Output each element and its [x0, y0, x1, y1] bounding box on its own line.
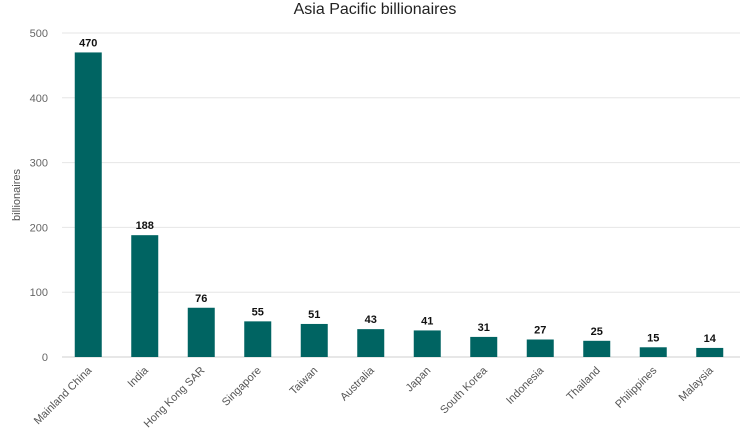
- bar-8: [526, 339, 554, 357]
- data-label-7: 31: [478, 322, 490, 334]
- x-tick-label-3: Singapore: [220, 365, 264, 409]
- bar-4: [300, 323, 328, 357]
- bar-11: [696, 347, 724, 357]
- bar-3: [244, 321, 272, 357]
- bar-7: [470, 336, 498, 357]
- y-tick-label-4: 400: [30, 93, 48, 105]
- y-tick-label-0: 0: [42, 352, 48, 364]
- y-tick-label-2: 200: [30, 222, 48, 234]
- bar-2: [187, 307, 215, 357]
- x-tick-label-5: Australia: [338, 364, 377, 403]
- data-label-0: 470: [79, 37, 97, 49]
- data-label-8: 27: [534, 325, 546, 337]
- data-label-11: 14: [704, 333, 717, 345]
- data-label-3: 55: [252, 306, 264, 318]
- y-axis-ticks: 0 100 200 300 400 500: [30, 28, 48, 364]
- x-tick-label-4: Taiwan: [288, 365, 321, 398]
- data-label-10: 15: [647, 332, 659, 344]
- y-tick-label-3: 300: [30, 158, 48, 170]
- x-tick-label-7: South Korea: [438, 364, 490, 416]
- bar-9: [583, 340, 611, 357]
- x-tick-label-8: Indonesia: [504, 364, 547, 407]
- x-tick-label-1: India: [126, 364, 152, 390]
- data-label-9: 25: [591, 326, 603, 338]
- x-tick-label-11: Malaysia: [677, 364, 717, 404]
- bar-0: [74, 52, 102, 357]
- data-label-2: 76: [195, 293, 207, 305]
- x-tick-label-9: Thailand: [565, 365, 603, 403]
- bar-6: [413, 330, 441, 357]
- data-labels: 470 188 76 55 51 43 41 31 27 25 15 14: [79, 37, 717, 344]
- bar-10: [639, 347, 667, 357]
- data-label-5: 43: [365, 314, 377, 326]
- data-label-6: 41: [421, 315, 433, 327]
- data-label-4: 51: [308, 309, 320, 321]
- x-tick-label-2: Hong Kong SAR: [142, 365, 208, 430]
- bars: [74, 52, 724, 357]
- y-tick-label-5: 500: [30, 28, 48, 40]
- gridlines: [62, 32, 740, 358]
- chart-title: Asia Pacific billionaires: [294, 1, 457, 18]
- data-label-1: 188: [136, 220, 154, 232]
- bar-1: [131, 235, 159, 357]
- y-axis-label: billionaires: [11, 169, 23, 221]
- x-tick-label-10: Philippines: [613, 364, 659, 410]
- bar-5: [357, 329, 385, 357]
- x-tick-label-0: Mainland China: [32, 364, 95, 427]
- x-tick-label-6: Japan: [404, 365, 434, 395]
- y-tick-label-1: 100: [30, 287, 48, 299]
